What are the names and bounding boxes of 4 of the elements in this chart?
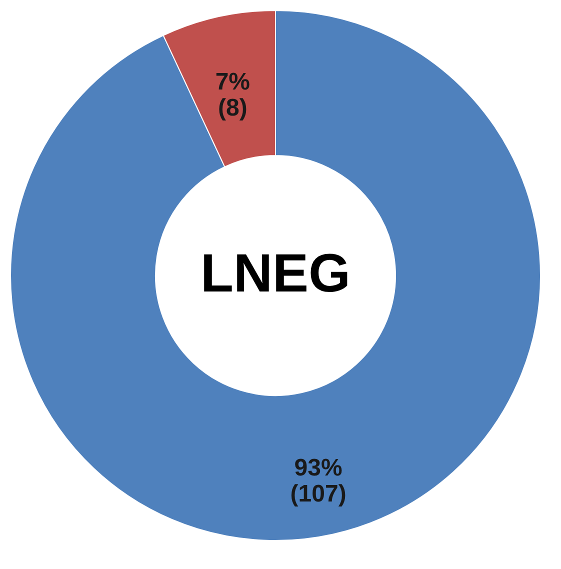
donut-slice	[10, 10, 541, 541]
data-label: 93% (107)	[290, 454, 346, 508]
text: LNEG	[200, 244, 351, 304]
data-label: 7% (8)	[215, 68, 250, 122]
